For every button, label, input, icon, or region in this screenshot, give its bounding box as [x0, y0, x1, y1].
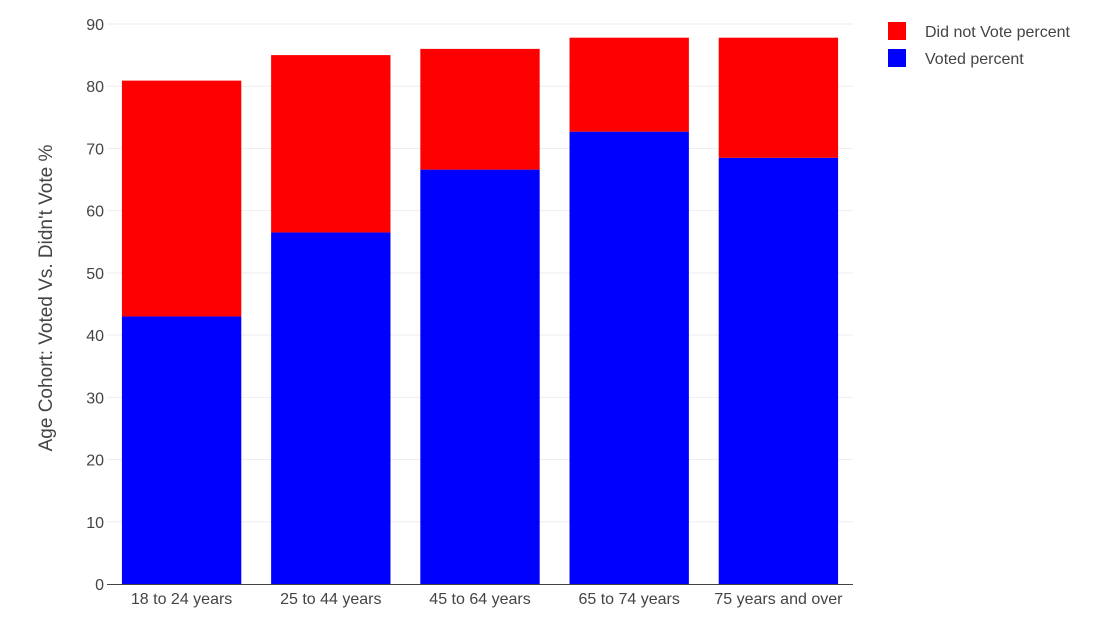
- bar-did-not-vote: [718, 37, 839, 158]
- y-axis-title: Age Cohort: Voted Vs. Didn't Vote %: [36, 145, 57, 452]
- y-tick-label: 60: [86, 204, 104, 221]
- x-tick-label: 25 to 44 years: [280, 591, 381, 608]
- x-tick-label: 75 years and over: [714, 591, 843, 608]
- bar-voted: [121, 316, 242, 584]
- bar-voted: [420, 169, 540, 584]
- bar-voted: [569, 131, 689, 584]
- bar-voted: [718, 157, 839, 584]
- y-tick-label: 0: [95, 577, 104, 594]
- axes: 0 10 20 30 40 50 60 70 80 90 18 to 24 years 25 to 4…: [86, 17, 853, 608]
- bar-did-not-vote: [420, 48, 540, 170]
- x-tick-label: 45 to 64 years: [429, 591, 530, 608]
- y-tick-label: 30: [86, 390, 104, 407]
- legend-label: Did not Vote percent: [925, 24, 1071, 41]
- legend-swatch: [888, 49, 906, 67]
- legend-label: Voted percent: [925, 51, 1024, 68]
- x-tick-label: 18 to 24 years: [131, 591, 232, 608]
- y-tick-label: 40: [86, 328, 104, 345]
- y-tick-label: 50: [86, 266, 104, 283]
- y-tick-label: 80: [86, 79, 104, 96]
- bar-did-not-vote: [569, 37, 689, 132]
- y-tick-label: 20: [86, 453, 104, 470]
- y-tick-label: 90: [86, 17, 104, 34]
- x-tick-label: 65 to 74 years: [578, 591, 679, 608]
- y-tick-label: 10: [86, 515, 104, 532]
- y-tick-label: 70: [86, 141, 104, 158]
- bars: [121, 37, 839, 584]
- bar-did-not-vote: [271, 55, 391, 233]
- legend-swatch: [888, 22, 906, 40]
- bar-voted: [271, 232, 391, 584]
- bar-did-not-vote: [121, 80, 242, 317]
- legend: Did not Vote percent Voted percent: [888, 22, 1071, 68]
